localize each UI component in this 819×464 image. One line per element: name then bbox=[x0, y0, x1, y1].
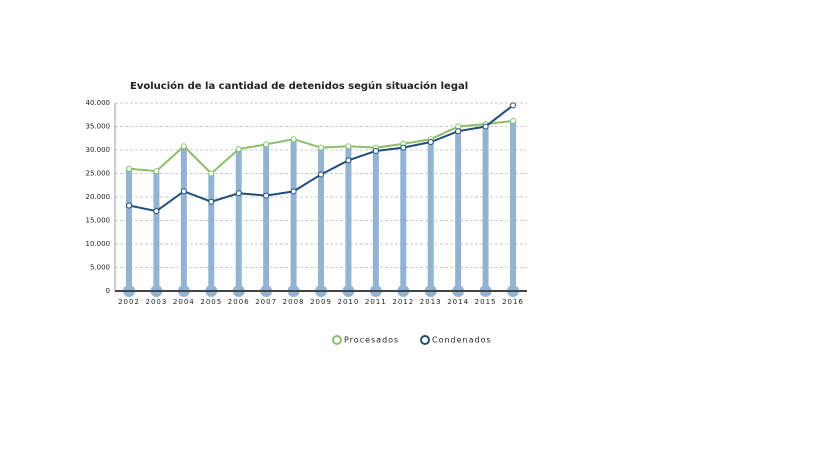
point bbox=[153, 208, 160, 215]
x-tick-label: 2012 bbox=[392, 298, 414, 306]
point bbox=[180, 143, 187, 150]
bar bbox=[400, 143, 407, 291]
bar bbox=[126, 168, 132, 291]
bar bbox=[482, 124, 489, 292]
point bbox=[427, 139, 434, 146]
x-tick-label: 2011 bbox=[365, 298, 387, 306]
bar bbox=[180, 146, 187, 291]
legend-marker bbox=[332, 335, 342, 345]
point bbox=[126, 202, 132, 209]
x-tick-label: 2002 bbox=[118, 298, 140, 306]
y-tick-label: 30.000 bbox=[86, 146, 111, 154]
y-tick-label: 0 bbox=[106, 287, 110, 295]
bar bbox=[235, 149, 242, 291]
point bbox=[318, 144, 324, 151]
y-tick-label: 5.000 bbox=[90, 264, 110, 272]
x-tick-label: 2008 bbox=[283, 298, 305, 306]
x-tick-label: 2009 bbox=[310, 298, 332, 306]
legend-marker bbox=[420, 335, 430, 345]
y-tick-label: 15.000 bbox=[86, 217, 111, 225]
point bbox=[263, 192, 270, 199]
point bbox=[510, 102, 516, 109]
point bbox=[180, 188, 187, 195]
point bbox=[126, 165, 132, 172]
point bbox=[235, 146, 242, 153]
x-tick-label: 2010 bbox=[338, 298, 360, 306]
bar bbox=[345, 146, 352, 291]
point bbox=[455, 128, 462, 135]
bar bbox=[263, 144, 270, 291]
y-tick-label: 10.000 bbox=[86, 240, 111, 248]
chart-title: Evolución de la cantidad de detenidos se… bbox=[130, 80, 468, 92]
bar bbox=[372, 147, 379, 291]
x-tick-label: 2003 bbox=[146, 298, 168, 306]
point bbox=[345, 157, 352, 164]
point bbox=[510, 117, 516, 124]
point bbox=[400, 144, 407, 151]
x-tick-label: 2004 bbox=[173, 298, 195, 306]
legend-label: Procesados bbox=[344, 336, 399, 345]
point bbox=[482, 123, 489, 130]
x-tick-label: 2013 bbox=[420, 298, 442, 306]
point bbox=[318, 171, 324, 178]
point bbox=[290, 188, 297, 195]
x-tick-label: 2006 bbox=[228, 298, 250, 306]
bar bbox=[455, 126, 462, 291]
point bbox=[208, 198, 215, 205]
x-tick-label: 2015 bbox=[475, 298, 497, 306]
y-tick-label: 40.000 bbox=[86, 99, 111, 107]
x-tick-label: 2014 bbox=[447, 298, 469, 306]
bar bbox=[290, 139, 297, 291]
point bbox=[372, 147, 379, 154]
point bbox=[290, 136, 297, 143]
point bbox=[235, 190, 242, 197]
point bbox=[208, 170, 215, 177]
bar bbox=[427, 139, 434, 291]
bar bbox=[208, 173, 215, 291]
bar bbox=[153, 171, 160, 291]
bar bbox=[318, 147, 324, 291]
x-tick-label: 2007 bbox=[255, 298, 277, 306]
y-tick-label: 25.000 bbox=[86, 170, 111, 178]
y-tick-label: 20.000 bbox=[86, 193, 111, 201]
x-tick-label: 2005 bbox=[200, 298, 222, 306]
point bbox=[153, 168, 160, 175]
bar bbox=[510, 120, 516, 291]
legend-label: Condenados bbox=[432, 336, 492, 345]
x-tick-label: 2016 bbox=[502, 298, 524, 306]
point bbox=[345, 143, 352, 150]
point bbox=[263, 141, 270, 148]
y-tick-label: 35.000 bbox=[86, 123, 111, 131]
